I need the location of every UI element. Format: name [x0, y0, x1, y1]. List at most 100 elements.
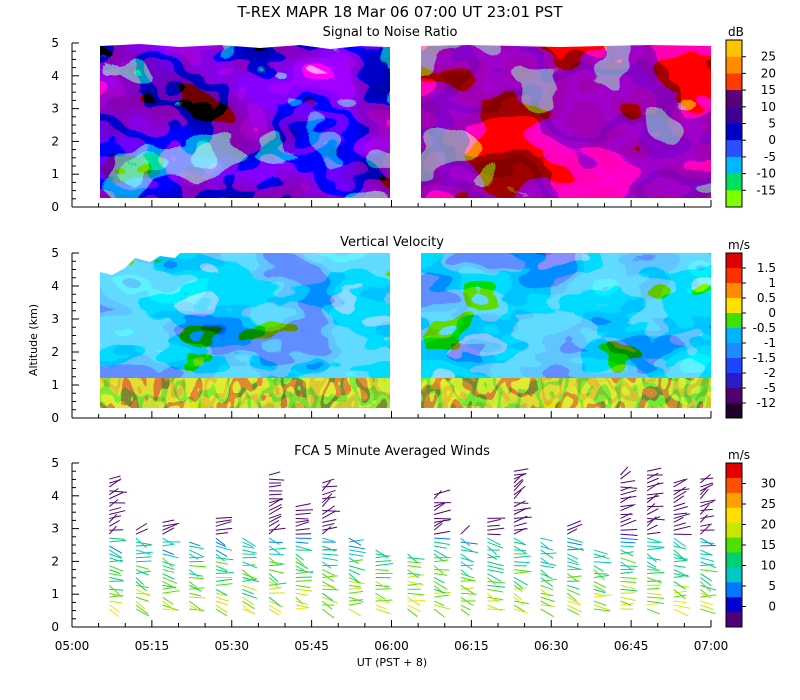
wind-barb	[162, 600, 174, 610]
wind-barb	[215, 549, 228, 557]
wind-barb	[647, 545, 665, 548]
wind-barb	[646, 516, 657, 527]
wind-barb	[348, 573, 360, 584]
vel-colorbar-swatch	[726, 313, 742, 329]
wind-barb	[620, 576, 637, 579]
velocity-field	[100, 253, 711, 408]
wind-barb	[322, 510, 341, 512]
velocity-lowlevel-left	[100, 378, 390, 408]
wind-barb	[460, 608, 470, 616]
wind-barb	[673, 549, 685, 560]
wind-barb	[407, 608, 418, 617]
wind-barb	[673, 486, 687, 496]
wind-colorbar-label: 10	[761, 559, 776, 573]
wind-barb	[567, 604, 582, 613]
vel-colorbar-label: 1.5	[757, 261, 776, 275]
wind-colorbar-swatch	[726, 522, 742, 539]
wind-barb	[375, 604, 387, 610]
wind-barb	[268, 484, 282, 488]
wind-barb	[700, 557, 715, 562]
wind-barb	[295, 592, 309, 596]
vel-colorbar-swatch	[726, 268, 742, 284]
wind-barb	[567, 584, 580, 590]
wind-barb	[407, 569, 420, 579]
wind-barb	[620, 519, 637, 527]
wind-barb	[242, 600, 255, 610]
wind-barb	[700, 600, 713, 606]
wind-barb	[109, 479, 121, 484]
wind-barb	[162, 590, 180, 594]
wind-barb	[348, 599, 364, 602]
snr-y-tick-label: 3	[51, 102, 59, 116]
wind-barb	[162, 608, 175, 611]
wind-barb	[646, 508, 659, 515]
wind-barb	[322, 580, 336, 590]
wind-barb	[673, 537, 686, 547]
wind-barb	[407, 596, 421, 607]
wind-barb	[620, 470, 631, 480]
wind-barb	[135, 592, 151, 595]
wind-barb	[487, 596, 504, 601]
wind-barb	[135, 577, 144, 586]
wind-barb	[673, 553, 688, 562]
wind-barb	[135, 584, 149, 589]
wind-barb	[268, 573, 279, 582]
wind-barb	[700, 477, 714, 480]
wind-barb	[487, 600, 501, 602]
wind-barb	[295, 580, 312, 582]
wind-barb	[268, 569, 285, 574]
wind-barb	[460, 587, 474, 590]
vel-colorbar-frame	[725, 252, 743, 419]
wind-barb	[567, 588, 581, 596]
wind-barb	[188, 569, 199, 578]
wind-barb	[513, 584, 523, 592]
wind-barb	[673, 594, 687, 598]
wind-barb	[295, 596, 304, 605]
wind-barb	[407, 592, 425, 596]
wind-barb	[215, 596, 230, 602]
wind-barb	[566, 592, 577, 602]
wind-barb	[513, 516, 532, 519]
wind-barb	[487, 577, 497, 585]
vel-colorbar-label: 0	[768, 306, 776, 320]
wind-barb	[647, 557, 661, 561]
wind-barb	[593, 561, 612, 564]
wind-barb	[242, 564, 256, 567]
wind-barb	[189, 596, 206, 599]
wind-barb	[295, 561, 309, 570]
wind-barb	[513, 587, 527, 590]
wind-barb	[268, 527, 286, 531]
wind-barb	[268, 520, 280, 527]
snr-colorbar-label: 25	[761, 50, 776, 64]
wind-barb	[699, 488, 709, 500]
wind-barb	[162, 580, 177, 590]
snr-colorbar-label: 10	[761, 100, 776, 114]
wind-barb	[295, 517, 309, 520]
wind-barb	[348, 559, 363, 563]
wind-barb	[188, 553, 199, 560]
wind-barb	[109, 594, 124, 598]
wind-y-tick-label: 3	[51, 522, 59, 536]
wind-barb	[135, 560, 152, 563]
wind-barb	[295, 528, 310, 531]
wind-barb	[322, 569, 336, 577]
snr-colorbar-swatch	[726, 173, 742, 191]
wind-barb	[348, 549, 366, 554]
wind-barb	[487, 569, 504, 574]
wind-barb	[322, 557, 338, 561]
wind-barb	[620, 480, 636, 484]
wind-barb	[540, 596, 556, 603]
wind-barb	[135, 569, 149, 576]
wind-barb	[242, 604, 253, 614]
wind-barb	[348, 557, 359, 564]
wind-barb	[295, 604, 308, 608]
wind-barb	[460, 569, 470, 577]
wind-barb	[620, 557, 636, 564]
wind-barb	[433, 604, 451, 610]
winds-y-axis: 0 1 2 3 4 5	[51, 456, 79, 634]
wind-y-tick-label: 4	[51, 489, 59, 503]
vel-colorbar-label: -2	[764, 366, 776, 380]
wind-barb	[268, 580, 281, 589]
x-tick-label: 06:00	[374, 639, 409, 653]
wind-barb	[242, 608, 256, 615]
